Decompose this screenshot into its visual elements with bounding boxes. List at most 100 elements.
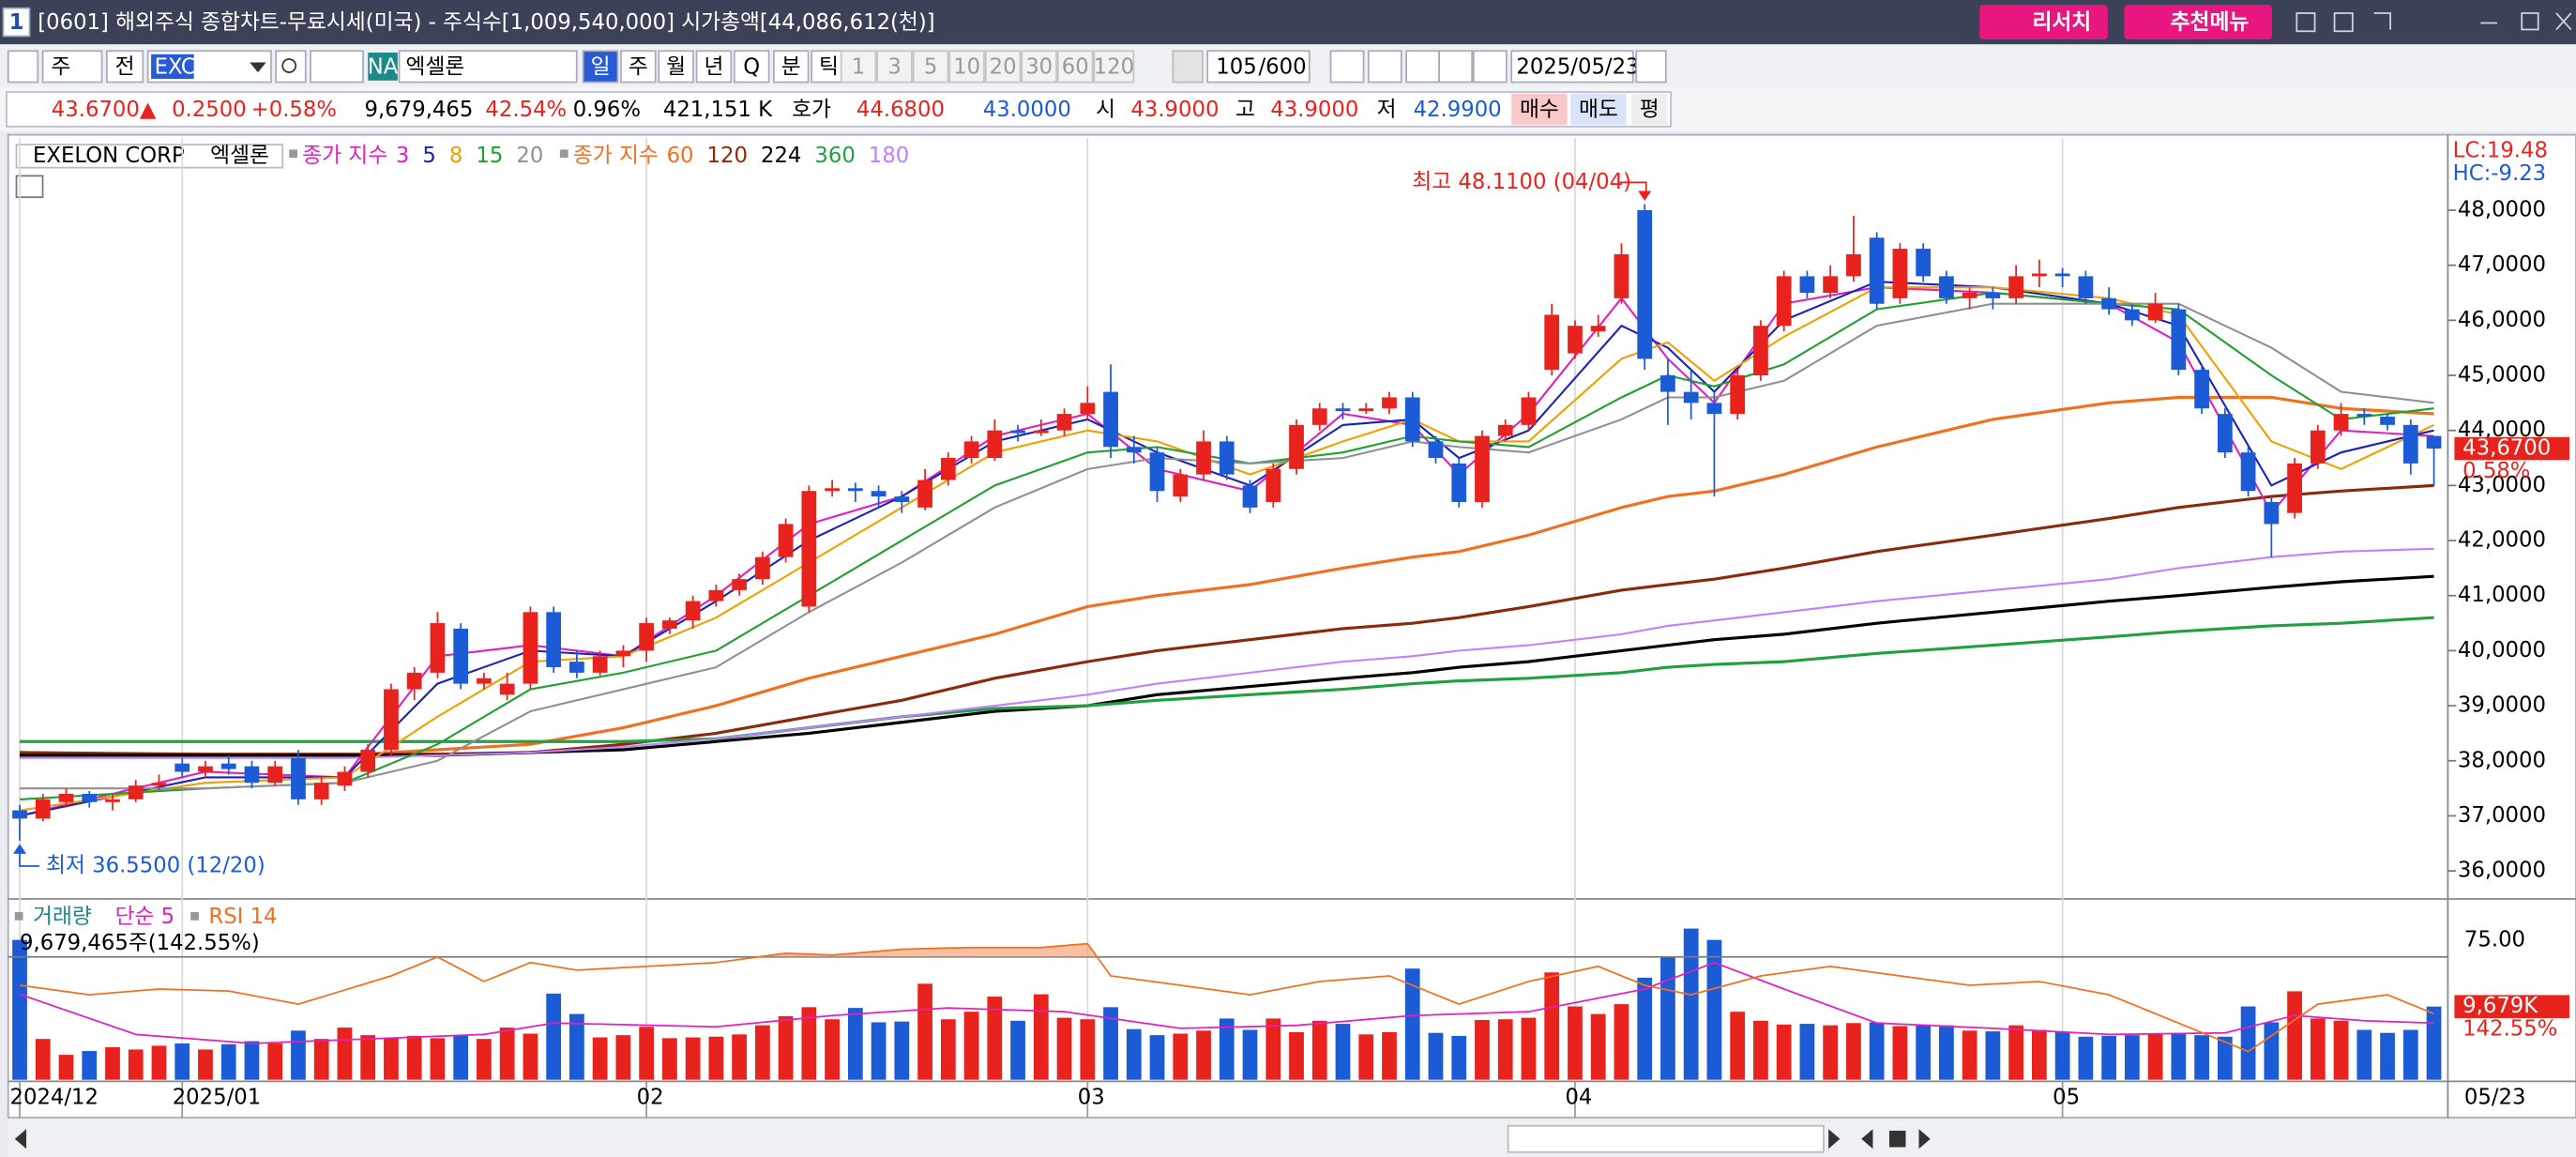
y-tick-label: 47,0000 xyxy=(2458,252,2546,277)
volume-bar xyxy=(2078,1036,2094,1080)
volume-bar xyxy=(128,1049,144,1080)
window-controls[interactable] xyxy=(2296,12,2572,33)
volume-bar xyxy=(685,1037,701,1080)
legend-entry: 5 xyxy=(422,144,435,168)
volume-bar xyxy=(2008,1025,2024,1080)
name-field xyxy=(398,50,578,84)
interval-button[interactable] xyxy=(876,50,913,84)
period-button[interactable] xyxy=(772,50,810,84)
volume-bar xyxy=(2054,1031,2070,1080)
volume-bar xyxy=(2147,1034,2163,1080)
interval-button[interactable] xyxy=(840,50,877,84)
count-field[interactable] xyxy=(1206,50,1311,84)
volume-bar xyxy=(662,1038,677,1080)
sell-button[interactable] xyxy=(1570,93,1627,126)
quote-buy[interactable]: 매수 xyxy=(1520,98,1559,122)
period-label[interactable]: Q xyxy=(743,54,760,79)
x-tick-label: 2025/01 xyxy=(173,1085,262,1109)
candle-body xyxy=(337,771,353,786)
volume-bar xyxy=(1126,1028,1142,1080)
layout-button[interactable] xyxy=(7,50,39,84)
tool-icons[interactable] xyxy=(1329,50,1508,84)
interval-button[interactable] xyxy=(1056,50,1094,84)
buy-button[interactable] xyxy=(1511,93,1568,126)
quote-avg[interactable]: 평 xyxy=(1640,98,1659,122)
volume-bar xyxy=(1521,1017,1537,1080)
candle-body xyxy=(1126,447,1142,453)
scroll-left[interactable] xyxy=(14,1129,27,1149)
recommend-button[interactable] xyxy=(2124,5,2273,40)
period-button[interactable] xyxy=(658,50,694,84)
badge: 1 xyxy=(9,10,24,35)
interval-button[interactable] xyxy=(1093,50,1135,84)
volume-bar xyxy=(1660,957,1675,1080)
date[interactable]: 2025/05/23 xyxy=(1516,54,1639,79)
candle-body xyxy=(82,793,98,802)
period-label[interactable]: 틱 xyxy=(819,54,839,79)
quote-low-label: 저 xyxy=(1377,98,1397,122)
scroll-thumb[interactable] xyxy=(1507,1124,1825,1153)
volume-bar xyxy=(778,1016,794,1080)
interval-button[interactable] xyxy=(948,50,985,84)
period-button[interactable] xyxy=(582,50,619,84)
quote-sell[interactable]: 매도 xyxy=(1579,98,1618,122)
sound-button[interactable] xyxy=(310,50,364,84)
count[interactable]: 105 xyxy=(1216,54,1256,79)
interval-label[interactable]: 30 xyxy=(1025,54,1053,79)
avg-button[interactable] xyxy=(1631,93,1668,126)
candle-body xyxy=(546,612,562,668)
calendar-button[interactable] xyxy=(1635,50,1667,84)
scrollbar[interactable] xyxy=(8,1120,2576,1157)
date-field[interactable] xyxy=(1510,50,1634,84)
symbol[interactable]: EXC xyxy=(155,54,196,79)
volume-bar xyxy=(2333,1020,2349,1080)
interval-label[interactable]: 120 xyxy=(1094,54,1134,79)
interval-label[interactable]: 5 xyxy=(924,54,937,79)
volume-bar xyxy=(2217,1036,2233,1080)
volume-bar xyxy=(313,1039,329,1080)
dropdown-arrow[interactable] xyxy=(250,62,266,73)
volume-bar xyxy=(1939,1025,1954,1080)
mode[interactable]: 주 xyxy=(51,54,70,79)
interval-label[interactable]: 60 xyxy=(1062,54,1089,79)
interval-label[interactable]: 10 xyxy=(953,54,980,79)
interval-dropdown[interactable] xyxy=(1172,50,1204,84)
playback-controls[interactable] xyxy=(1828,1129,1932,1149)
interval-label[interactable]: 20 xyxy=(990,54,1017,79)
candle-body xyxy=(754,556,770,580)
research-label[interactable]: 리서치 xyxy=(2032,10,2091,35)
candle-body xyxy=(2310,430,2326,464)
period-label[interactable]: 년 xyxy=(704,54,723,79)
interval-button[interactable] xyxy=(1021,50,1057,84)
period-label[interactable]: 월 xyxy=(666,54,686,79)
scope-select[interactable] xyxy=(105,50,144,84)
volume-bar xyxy=(499,1028,515,1080)
interval-button[interactable] xyxy=(912,50,949,84)
volume-bar xyxy=(360,1035,376,1080)
search-icon xyxy=(281,58,297,73)
period-label[interactable]: 일 xyxy=(591,54,611,79)
candle-body xyxy=(825,488,840,492)
table-toggle[interactable] xyxy=(15,175,44,199)
quote-low: 42.9900 xyxy=(1414,98,1502,122)
volume-bar xyxy=(1265,1018,1281,1080)
scope[interactable]: 전 xyxy=(115,54,135,79)
quote-items: 43.6700▲ 0.2500 +0.58% 9,679,465 42.54% 0.96%… xyxy=(52,98,1659,122)
cursor-date: 05/23 xyxy=(2464,1085,2526,1109)
research-button[interactable] xyxy=(1979,5,2108,40)
search-button[interactable] xyxy=(275,50,307,84)
volume-bar xyxy=(244,1041,260,1080)
period-button[interactable] xyxy=(620,50,657,84)
volume-bar xyxy=(58,1055,74,1080)
mode-select[interactable] xyxy=(41,50,103,84)
period-label[interactable]: 분 xyxy=(781,54,801,79)
interval-label[interactable]: 1 xyxy=(852,54,865,79)
interval-button[interactable] xyxy=(984,50,1022,84)
period-button[interactable] xyxy=(733,50,770,84)
last-price-box xyxy=(2454,436,2569,461)
interval-label[interactable]: 3 xyxy=(887,54,901,79)
recommend-label[interactable]: 추천메뉴 xyxy=(2171,10,2250,35)
candle-body xyxy=(313,783,329,799)
period-label[interactable]: 주 xyxy=(629,54,648,79)
period-button[interactable] xyxy=(695,50,733,84)
